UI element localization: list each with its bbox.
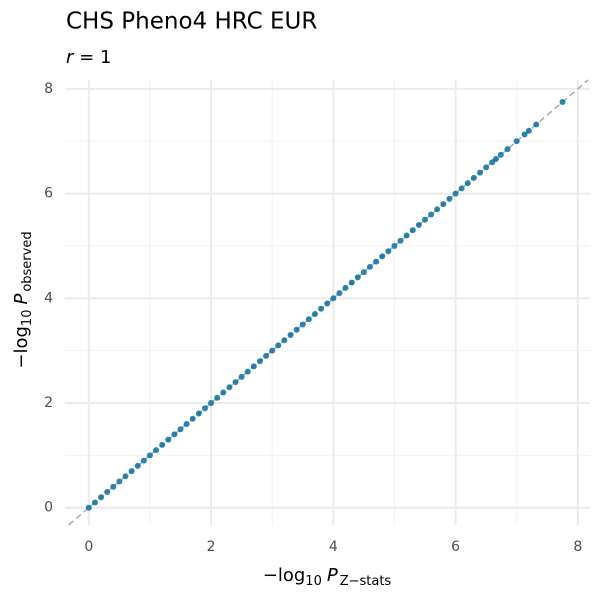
point [452, 190, 459, 197]
point [525, 127, 532, 134]
point [305, 316, 312, 323]
y-tick-label: 4 [44, 290, 53, 306]
x-tick-label: 0 [84, 539, 93, 555]
point [311, 311, 318, 318]
point [336, 290, 343, 297]
point [379, 253, 386, 260]
point [342, 284, 349, 291]
point [189, 415, 196, 422]
point [275, 342, 282, 349]
chart-title: CHS Pheno4 HRC EUR [66, 9, 317, 35]
x-axis-label: −log10 P Z−stats [263, 565, 392, 589]
point [238, 373, 245, 380]
label-part: −log [11, 326, 32, 369]
x-tick-label: 8 [573, 539, 582, 555]
point [348, 279, 355, 286]
point [208, 400, 215, 407]
point [470, 174, 477, 181]
point [244, 368, 251, 375]
point [521, 131, 528, 138]
point [330, 295, 337, 302]
point [110, 483, 117, 490]
point [513, 138, 520, 145]
point [360, 269, 367, 276]
point [504, 146, 511, 153]
point [421, 216, 428, 223]
chart-subtitle: r = 1 [66, 47, 111, 68]
point [140, 457, 147, 464]
point [159, 441, 166, 448]
label-part: −log [263, 565, 306, 586]
point [226, 384, 233, 391]
point [293, 326, 300, 333]
point [533, 121, 540, 128]
y-tick-label: 6 [44, 186, 53, 202]
point [122, 473, 129, 480]
point [220, 389, 227, 396]
label-part: 10 [20, 310, 35, 327]
y-axis-label: −log10 Pobserved [11, 231, 35, 368]
point [464, 180, 471, 187]
point [397, 237, 404, 244]
point [128, 468, 135, 475]
subtitle-rest: = 1 [79, 47, 111, 68]
point [483, 164, 490, 171]
point [318, 305, 325, 312]
point [91, 499, 98, 506]
point [354, 274, 361, 281]
point [232, 379, 239, 386]
point [201, 405, 208, 412]
point [104, 489, 111, 496]
point [165, 436, 172, 443]
x-tick-label: 2 [207, 539, 216, 555]
point [116, 478, 123, 485]
point [492, 156, 499, 163]
point [263, 352, 270, 359]
point [269, 347, 276, 354]
point [153, 447, 160, 454]
point [440, 201, 447, 208]
label-part: observed [20, 231, 35, 291]
point [134, 462, 141, 469]
point [391, 242, 398, 249]
point [458, 185, 465, 192]
label-part: 10 [305, 574, 322, 589]
point [559, 98, 566, 105]
point [428, 211, 435, 218]
point [409, 227, 416, 234]
y-tick-label: 0 [44, 500, 53, 516]
point [98, 494, 105, 501]
point [415, 222, 422, 229]
x-tick-label: 4 [329, 539, 338, 555]
point [446, 195, 453, 202]
point [146, 452, 153, 459]
point [195, 410, 202, 417]
point [497, 151, 504, 158]
point [403, 232, 410, 239]
point [256, 358, 263, 365]
subtitle-var: r [66, 47, 75, 68]
point [85, 504, 92, 511]
y-tick-label: 8 [44, 81, 53, 97]
label-part: P [327, 565, 338, 586]
point [281, 337, 288, 344]
point [434, 206, 441, 213]
point [324, 300, 331, 307]
point [214, 394, 221, 401]
point [287, 331, 294, 338]
label-part: Z−stats [340, 574, 392, 589]
label-part: P [11, 294, 32, 305]
x-tick-label: 6 [451, 539, 460, 555]
point [177, 426, 184, 433]
point [250, 363, 257, 370]
point [385, 248, 392, 255]
point [183, 420, 190, 427]
point [171, 431, 178, 438]
point [476, 169, 483, 176]
point [373, 258, 380, 265]
point [299, 321, 306, 328]
y-tick-label: 2 [44, 395, 53, 411]
point [366, 263, 373, 270]
